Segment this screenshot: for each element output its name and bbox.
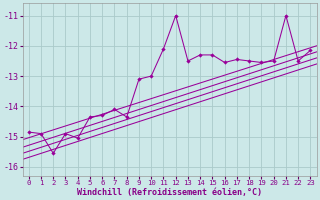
- X-axis label: Windchill (Refroidissement éolien,°C): Windchill (Refroidissement éolien,°C): [77, 188, 262, 197]
